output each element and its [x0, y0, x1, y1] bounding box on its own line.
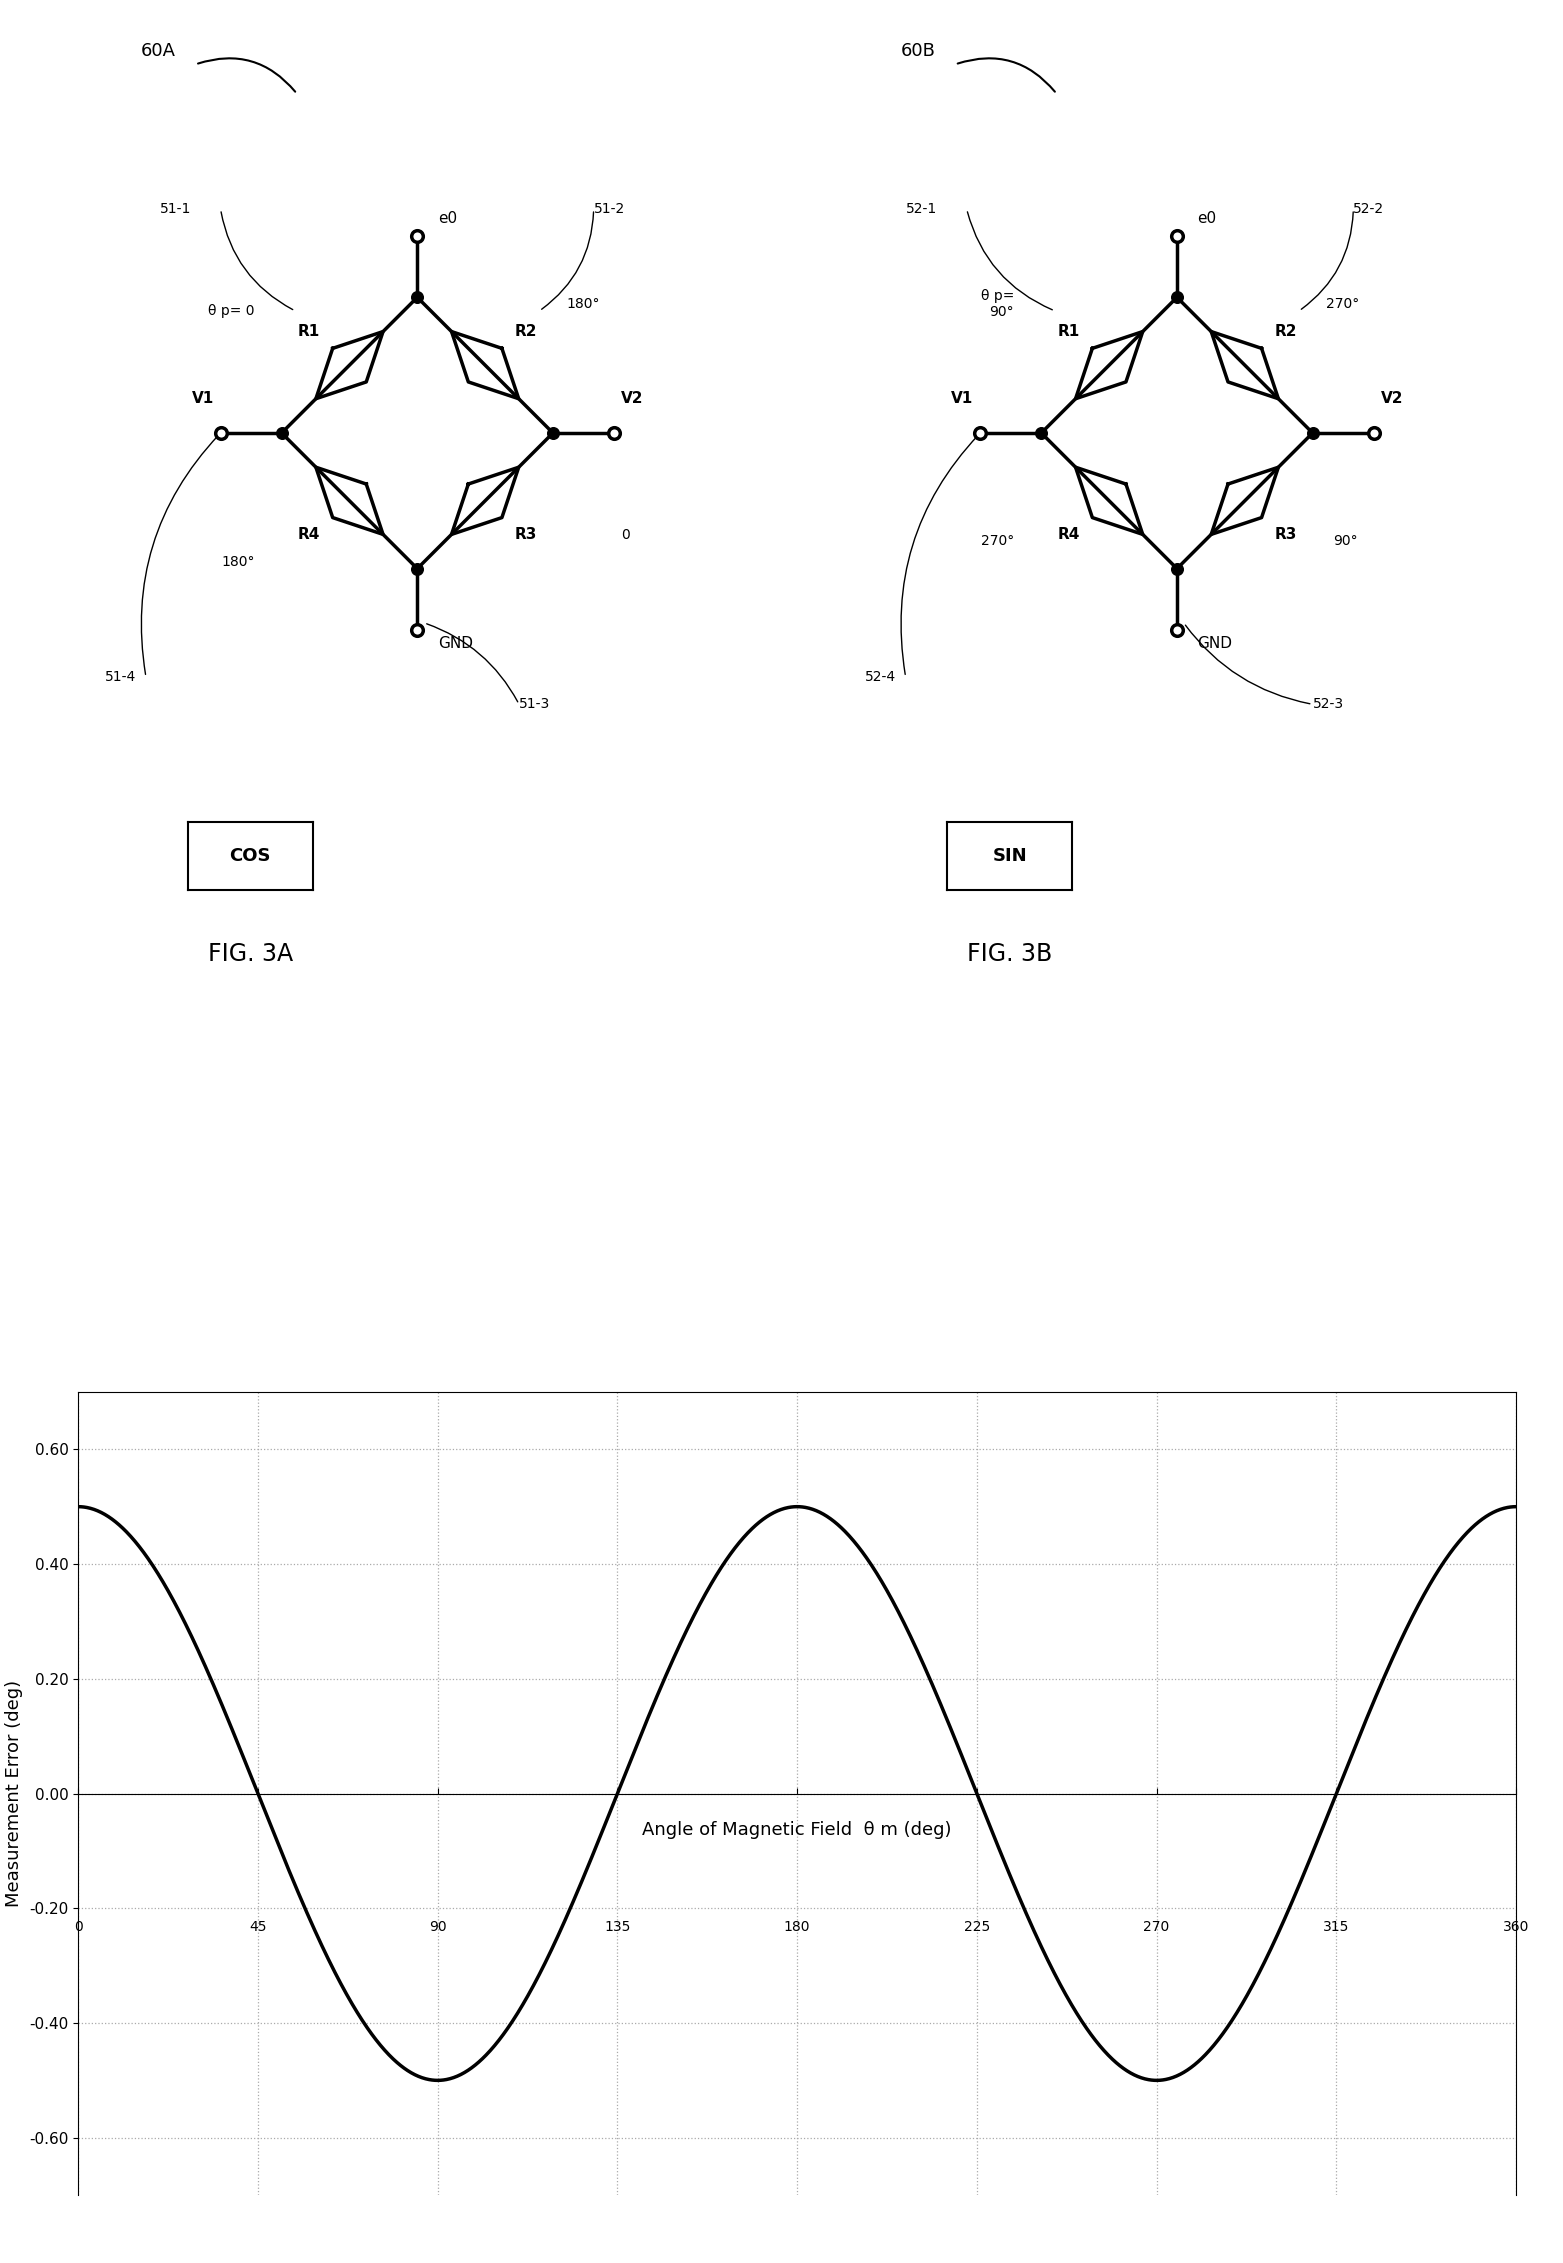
- Text: e0: e0: [438, 210, 456, 226]
- Text: R1: R1: [1057, 324, 1080, 339]
- Text: R1: R1: [297, 324, 320, 339]
- Point: [1164, 278, 1189, 315]
- X-axis label: Angle of Magnetic Field  θ m (deg): Angle of Magnetic Field θ m (deg): [642, 1822, 952, 1840]
- Text: V1: V1: [952, 391, 974, 405]
- Text: 60B: 60B: [900, 43, 935, 59]
- Text: 90: 90: [428, 1919, 447, 1933]
- Point: [405, 278, 430, 315]
- Point: [405, 550, 430, 586]
- Text: R4: R4: [1057, 527, 1080, 543]
- Text: 51-4: 51-4: [105, 670, 136, 683]
- Text: FIG. 3A: FIG. 3A: [208, 941, 292, 966]
- Point: [1361, 414, 1386, 450]
- Text: 52-2: 52-2: [1354, 201, 1385, 217]
- Text: 270: 270: [1144, 1919, 1169, 1933]
- Text: 52-4: 52-4: [864, 670, 896, 683]
- Text: R4: R4: [297, 527, 320, 543]
- Point: [1028, 414, 1053, 450]
- Text: 60A: 60A: [141, 43, 175, 59]
- Text: 45: 45: [249, 1919, 267, 1933]
- Text: θ p=
90°: θ p= 90°: [982, 290, 1014, 319]
- Point: [269, 414, 294, 450]
- Text: SIN: SIN: [993, 846, 1027, 864]
- Text: 51-3: 51-3: [519, 697, 550, 711]
- Text: 270°: 270°: [982, 534, 1014, 548]
- Text: 225: 225: [964, 1919, 989, 1933]
- Point: [405, 217, 430, 253]
- Text: 180°: 180°: [566, 296, 600, 310]
- Text: V2: V2: [621, 391, 644, 405]
- Point: [1164, 550, 1189, 586]
- Text: e0: e0: [1197, 210, 1216, 226]
- Text: 360: 360: [1504, 1919, 1529, 1933]
- Text: V2: V2: [1380, 391, 1404, 405]
- Text: GND: GND: [1197, 636, 1232, 652]
- Text: 315: 315: [1324, 1919, 1349, 1933]
- Point: [1164, 611, 1189, 647]
- Text: FIG. 3B: FIG. 3B: [967, 941, 1052, 966]
- Text: COS: COS: [230, 846, 270, 864]
- Text: 90°: 90°: [1333, 534, 1358, 548]
- Text: R2: R2: [514, 324, 538, 339]
- Point: [1164, 217, 1189, 253]
- Text: 52-3: 52-3: [1313, 697, 1344, 711]
- Point: [967, 414, 993, 450]
- Y-axis label: Measurement Error (deg): Measurement Error (deg): [6, 1679, 23, 1908]
- Text: V1: V1: [192, 391, 214, 405]
- Text: 51-2: 51-2: [594, 201, 625, 217]
- Text: 52-1: 52-1: [905, 201, 936, 217]
- Point: [1300, 414, 1325, 450]
- Text: 51-1: 51-1: [159, 201, 191, 217]
- Text: R3: R3: [1274, 527, 1297, 543]
- Text: 180: 180: [785, 1919, 810, 1933]
- Point: [541, 414, 566, 450]
- Text: 180°: 180°: [220, 554, 255, 568]
- Text: 270°: 270°: [1325, 296, 1360, 310]
- Text: θ p= 0: θ p= 0: [208, 303, 255, 317]
- Point: [405, 611, 430, 647]
- Text: GND: GND: [438, 636, 472, 652]
- Text: 0: 0: [73, 1919, 83, 1933]
- Text: 135: 135: [605, 1919, 630, 1933]
- Text: R3: R3: [514, 527, 538, 543]
- Text: R2: R2: [1274, 324, 1297, 339]
- Point: [208, 414, 233, 450]
- Text: 0: 0: [621, 527, 630, 541]
- Point: [602, 414, 627, 450]
